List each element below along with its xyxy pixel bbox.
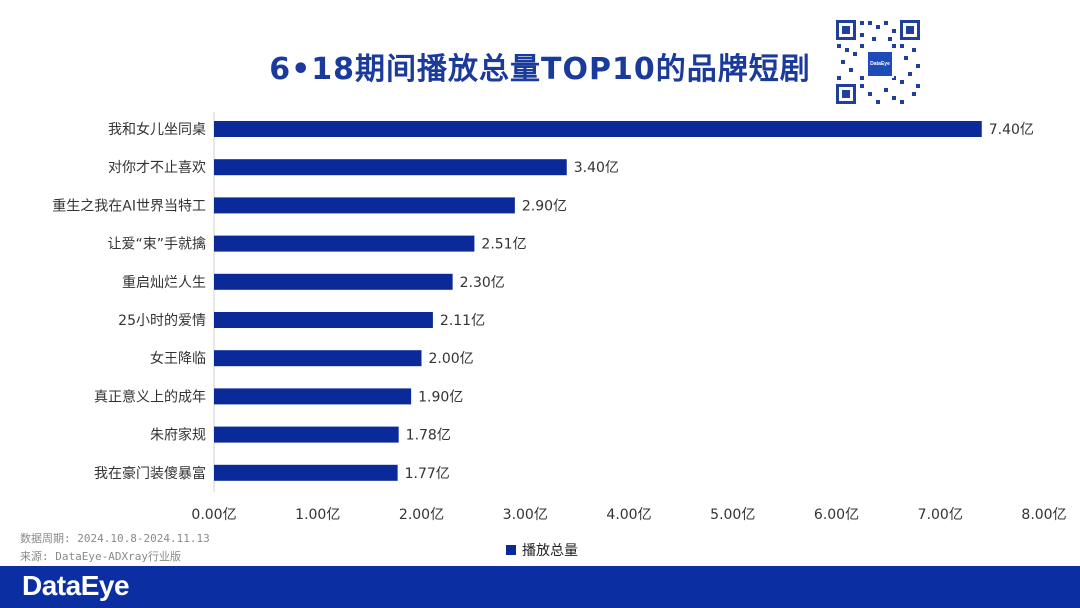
category-label: 25小时的爱情 [118, 313, 206, 329]
data-label: 2.11亿 [440, 313, 485, 329]
bar [214, 159, 567, 176]
x-tick-label: 0.00亿 [191, 507, 236, 523]
x-tick-label: 2.00亿 [399, 507, 444, 523]
data-label: 2.90亿 [522, 198, 567, 214]
category-label: 朱府家规 [150, 427, 206, 444]
category-label: 我在豪门装傻暴富 [94, 465, 206, 482]
data-label: 2.00亿 [429, 351, 474, 367]
qr-logo: DataEye [866, 50, 894, 78]
chart-title: 6•18期间播放总量TOP10的品牌短剧 [269, 52, 811, 87]
category-label: 我和女儿坐同桌 [108, 121, 206, 138]
data-source-note: 来源: DataEye-ADXray行业版 [20, 550, 181, 563]
legend: 播放总量 [506, 540, 578, 560]
bar [214, 121, 982, 137]
x-tick-label: 4.00亿 [606, 507, 651, 523]
legend-label: 播放总量 [522, 543, 578, 559]
bar [214, 388, 412, 405]
footer-bar: DataEye [0, 566, 1080, 608]
bar [214, 197, 515, 214]
category-label: 真正意义上的成年 [94, 388, 206, 405]
bar [214, 312, 433, 328]
category-label: 重生之我在AI世界当特工 [52, 198, 206, 214]
category-label: 让爱“束”手就擒 [107, 236, 206, 253]
data-label: 1.90亿 [418, 389, 463, 405]
bar [214, 426, 399, 443]
data-label: 3.40亿 [574, 160, 619, 176]
data-label: 2.30亿 [460, 275, 505, 291]
data-label: 1.77亿 [405, 466, 450, 482]
category-label: 女王降临 [150, 350, 206, 367]
category-label: 重启灿烂人生 [122, 275, 206, 291]
bar [214, 235, 475, 252]
x-tick-label: 6.00亿 [814, 507, 859, 523]
legend-swatch [506, 545, 516, 555]
brand-logo: DataEye [22, 570, 130, 601]
x-tick-label: 1.00亿 [295, 507, 340, 523]
data-label: 1.78亿 [406, 428, 451, 444]
bar [214, 464, 398, 481]
x-tick-label: 3.00亿 [503, 507, 548, 523]
category-label: 对你才不止喜欢 [108, 160, 206, 176]
x-tick-label: 5.00亿 [710, 507, 755, 523]
data-label: 2.51亿 [481, 237, 526, 253]
x-tick-label: 8.00亿 [1021, 507, 1066, 523]
bar [214, 273, 453, 290]
bar [214, 350, 422, 367]
data-period-note: 数据周期: 2024.10.8-2024.11.13 [20, 532, 210, 545]
data-label: 7.40亿 [989, 122, 1034, 138]
x-tick-label: 7.00亿 [918, 507, 963, 523]
